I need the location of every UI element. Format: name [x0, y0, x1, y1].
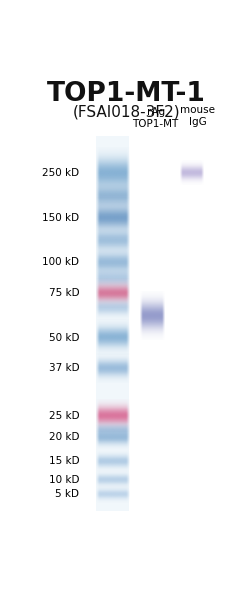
Text: 50 kD: 50 kD — [49, 332, 79, 343]
Text: 20 kD: 20 kD — [49, 433, 79, 442]
Text: 25 kD: 25 kD — [49, 411, 79, 421]
Text: 10 kD: 10 kD — [49, 475, 79, 485]
Text: 37 kD: 37 kD — [49, 364, 79, 373]
Text: (FSAI018-3F2): (FSAI018-3F2) — [72, 104, 180, 119]
Text: 15 kD: 15 kD — [49, 456, 79, 466]
Text: mouse
IgG: mouse IgG — [180, 105, 215, 127]
Bar — [96, 136, 129, 511]
Text: 150 kD: 150 kD — [42, 212, 79, 223]
Text: 100 kD: 100 kD — [42, 257, 79, 267]
Text: 250 kD: 250 kD — [42, 168, 79, 178]
Text: 75 kD: 75 kD — [49, 289, 79, 298]
Text: TOP1-MT-1: TOP1-MT-1 — [47, 81, 205, 107]
Text: 5 kD: 5 kD — [55, 489, 79, 499]
Text: rAg
TOP1-MT: rAg TOP1-MT — [133, 107, 179, 129]
